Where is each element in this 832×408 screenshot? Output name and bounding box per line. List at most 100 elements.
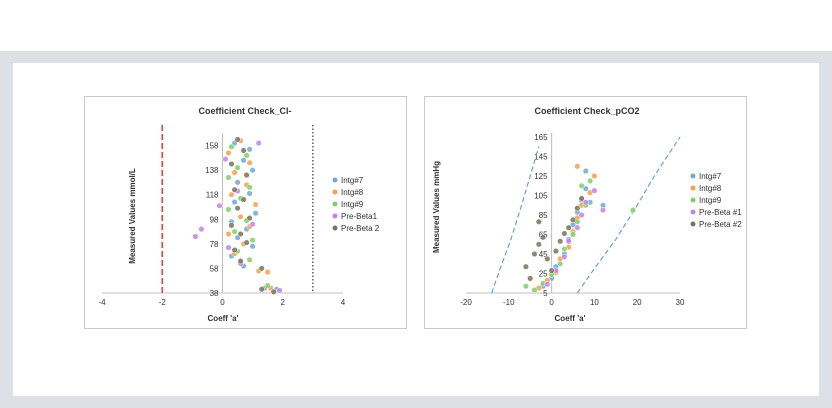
legend-marker (332, 213, 338, 219)
x-tick-label: 0 (549, 298, 554, 307)
data-point (531, 250, 538, 258)
data-point (629, 207, 636, 214)
y-tick-label: 98 (210, 215, 219, 224)
left-band (0, 51, 13, 408)
data-point (240, 157, 247, 164)
y-tick-label: 5 (543, 289, 548, 298)
data-point (276, 287, 283, 294)
data-point (231, 246, 238, 254)
data-point (246, 159, 253, 166)
data-point (234, 136, 241, 143)
x-tick-label: -20 (460, 298, 472, 307)
data-point (234, 205, 241, 212)
x-tick-label: 10 (590, 298, 599, 307)
data-point (539, 234, 547, 241)
x-axis-label: Coeff 'a' (555, 314, 586, 323)
x-tick-label: 20 (633, 298, 642, 307)
data-point (565, 224, 572, 231)
legend-label: Intg#8 (699, 184, 722, 193)
legend-marker (690, 185, 696, 191)
data-point (237, 258, 244, 265)
data-point (544, 281, 551, 288)
data-point (222, 156, 229, 163)
data-point (574, 224, 581, 231)
data-point (225, 174, 232, 181)
data-point (527, 275, 534, 282)
data-point (258, 286, 265, 293)
data-point (234, 179, 241, 186)
data-point (591, 172, 598, 180)
data-point (246, 190, 253, 197)
data-point (249, 167, 256, 174)
data-point (252, 201, 259, 208)
y-tick-label: 85 (539, 211, 548, 220)
data-point (531, 287, 538, 294)
x-tick-label: 30 (676, 298, 685, 307)
legend-label: Pre-Beta1 (341, 212, 378, 221)
bottom-band (0, 396, 832, 408)
data-point (574, 205, 581, 212)
chart-cl: Coefficient Check_Cl- Measured Values mm… (98, 106, 380, 323)
legend-marker (690, 209, 696, 215)
legend-label: Intg#7 (341, 176, 364, 185)
data-point (535, 218, 542, 225)
data-point (252, 210, 259, 217)
data-point (225, 206, 232, 213)
data-point (599, 207, 607, 214)
chart-cl-frame: Coefficient Check_Cl- Measured Values mm… (84, 96, 407, 329)
data-point (249, 243, 256, 250)
y-tick-label: 105 (534, 192, 548, 201)
data-point (246, 184, 253, 191)
legend-label: Intg#7 (699, 172, 722, 181)
x-tick-label: 2 (281, 298, 286, 307)
data-point (240, 196, 247, 203)
x-tick-label: 4 (341, 298, 346, 307)
chart-pco2: Coefficient Check_pCO2 Measured Values m… (432, 106, 742, 323)
data-point (240, 147, 247, 154)
x-tick-label: -2 (159, 298, 167, 307)
legend-marker (690, 173, 696, 179)
y-tick-label: 58 (210, 264, 219, 273)
data-point (270, 288, 277, 295)
data-point (578, 195, 585, 202)
y-tick-label: 165 (534, 133, 548, 142)
y-axis-label: Measured Values mmol/L (128, 168, 137, 264)
legend: Intg#7 Intg#8 Intg#9 Pre-Beta1 Pre-Beta 2 (332, 176, 380, 233)
legend-marker (332, 189, 338, 195)
x-tick-label: -10 (503, 298, 515, 307)
y-axis-label: Measured Values mmHg (432, 161, 441, 253)
x-axis-label: Coeff 'a' (208, 314, 239, 323)
data-point (249, 221, 256, 228)
data-point (569, 231, 577, 238)
data-point (522, 283, 529, 290)
data-point (522, 263, 529, 270)
legend: Intg#7 Intg#8 Intg#9 Pre-Beta #1 Pre-Beta #2 (690, 172, 742, 229)
legend-label: Pre-Beta #2 (699, 220, 742, 229)
data-point (264, 282, 271, 289)
legend-label: Intg#9 (699, 196, 722, 205)
data-point (264, 269, 271, 276)
data-point (234, 164, 241, 171)
data-point (249, 237, 256, 244)
data-point (561, 253, 568, 260)
top-band (0, 51, 832, 63)
legend-label: Pre-Beta #1 (699, 208, 742, 217)
legend-marker (332, 177, 338, 183)
data-point (548, 267, 555, 274)
data-point (225, 244, 232, 251)
plot-area: -20-100102030525456585105125145165 (460, 133, 685, 307)
y-tick-label: 125 (534, 172, 548, 181)
data-point (198, 226, 205, 233)
data-point (535, 241, 542, 248)
y-tick-label: 38 (210, 289, 219, 298)
data-point (237, 230, 244, 238)
limit-curve (491, 146, 540, 294)
data-point (192, 233, 199, 240)
data-point (228, 222, 235, 229)
data-point (231, 228, 238, 235)
data-point (231, 186, 238, 193)
data-point (231, 169, 238, 176)
y-tick-label: 78 (210, 240, 219, 249)
data-point (582, 185, 589, 192)
data-point (574, 163, 581, 170)
